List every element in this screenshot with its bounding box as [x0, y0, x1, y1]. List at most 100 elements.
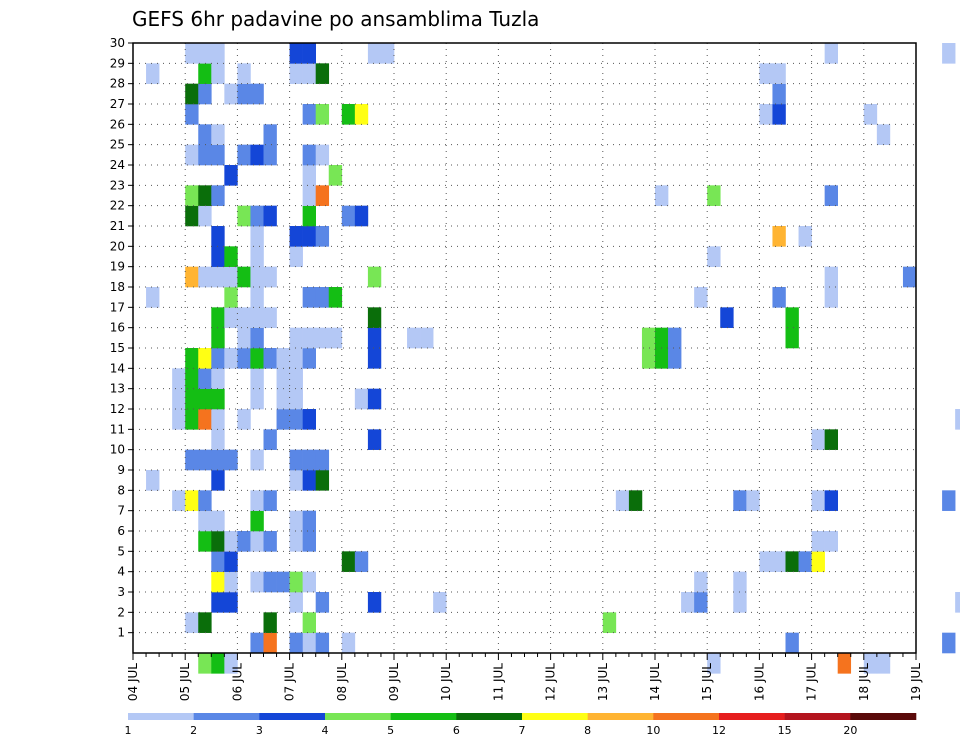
heatmap-cell	[276, 571, 290, 593]
heatmap-cell	[746, 490, 760, 511]
heatmap-cell	[198, 409, 212, 430]
y-tick-label: 20	[110, 239, 125, 253]
heatmap-cell	[146, 287, 160, 308]
heatmap-cell	[759, 551, 773, 572]
heatmap-cell	[785, 632, 799, 654]
x-tick-label: 19 JUL	[909, 663, 923, 701]
heatmap-cell	[211, 43, 225, 64]
heatmap-cell	[276, 348, 290, 369]
legend-swatch	[653, 713, 720, 720]
heatmap-cell	[198, 388, 212, 410]
heatmap-cell	[198, 185, 212, 206]
heatmap-cell	[224, 287, 238, 308]
heatmap-cell	[211, 551, 225, 572]
heatmap-cell	[211, 510, 225, 532]
y-tick-label: 22	[110, 199, 125, 213]
heatmap-cell	[172, 490, 186, 511]
legend-swatch	[522, 713, 588, 720]
y-tick-label: 26	[110, 117, 125, 131]
heatmap-cell	[302, 327, 316, 349]
heatmap-cell	[863, 653, 878, 674]
heatmap-cell	[237, 63, 251, 84]
y-tick-label: 17	[110, 300, 125, 314]
heatmap-cell	[668, 348, 682, 369]
heatmap-cell	[263, 531, 277, 552]
heatmap-cell	[354, 551, 369, 572]
heatmap-cell	[172, 368, 186, 389]
heatmap-cell	[302, 287, 316, 308]
heatmap-cell	[172, 388, 186, 410]
heatmap-cell	[302, 185, 316, 206]
heatmap-cell	[224, 592, 238, 613]
heatmap-cell	[315, 104, 330, 125]
y-tick-label: 13	[110, 382, 125, 396]
heatmap-cell	[315, 449, 330, 471]
heatmap-cell	[707, 246, 721, 267]
y-tick-label: 4	[117, 565, 125, 579]
heatmap-cell	[733, 571, 747, 593]
heatmap-cell	[146, 470, 160, 491]
y-tick-label: 9	[117, 463, 125, 477]
x-tick-label: 17 JUL	[805, 663, 819, 701]
y-tick-label: 21	[110, 219, 125, 233]
x-tick-label: 05 JUL	[178, 663, 192, 701]
heatmap-cell	[733, 490, 747, 511]
heatmap-cell	[811, 429, 825, 450]
heatmap-cell	[198, 144, 212, 166]
heatmap-cell	[250, 205, 264, 227]
heatmap-cell	[211, 144, 225, 166]
heatmap-cell	[250, 348, 264, 369]
y-tick-label: 16	[110, 321, 125, 335]
legend-label: 15	[778, 724, 792, 737]
legend-swatch	[259, 713, 326, 720]
legend-swatch	[719, 713, 785, 720]
x-tick-label: 07 JUL	[283, 663, 297, 701]
heatmap-cell	[328, 327, 343, 349]
heatmap-cell	[824, 185, 838, 206]
heatmap-cell	[263, 632, 277, 654]
heatmap-cell	[302, 449, 316, 471]
heatmap-cell	[250, 449, 264, 471]
heatmap-cell	[263, 612, 277, 633]
heatmap-cell	[367, 43, 382, 64]
heatmap-cell	[185, 83, 199, 105]
heatmap-cell	[367, 327, 382, 349]
legend-label: 6	[453, 724, 460, 737]
y-tick-label: 23	[110, 178, 125, 192]
heatmap-cell	[641, 327, 656, 349]
legend-label: 5	[387, 724, 394, 737]
heatmap-cell	[289, 43, 303, 64]
heatmap-cell	[315, 144, 330, 166]
heatmap-cell	[211, 592, 225, 613]
heatmap-cell	[720, 307, 734, 328]
heatmap-cell	[276, 368, 290, 389]
heatmap-cell	[211, 327, 225, 349]
heatmap-cell	[224, 653, 238, 674]
y-tick-label: 7	[117, 504, 125, 518]
heatmap-cell	[315, 63, 330, 84]
heatmap-cell	[289, 246, 303, 267]
heatmap-cell	[655, 348, 669, 369]
heatmap-cell	[824, 490, 838, 511]
legend-label: 2	[190, 724, 197, 737]
heatmap-cell	[224, 246, 238, 267]
legend-label: 4	[322, 724, 329, 737]
heatmap-cell	[237, 409, 251, 430]
heatmap-cell	[146, 63, 160, 84]
heatmap-cell	[250, 246, 264, 267]
heatmap-cell	[289, 327, 303, 349]
heatmap-cell	[302, 165, 316, 186]
heatmap-cell	[250, 510, 264, 532]
heatmap-cell	[237, 348, 251, 369]
heatmap-cell	[354, 205, 369, 227]
heatmap-cell	[250, 327, 264, 349]
heatmap-cell	[198, 653, 212, 674]
legend-label: 3	[256, 724, 263, 737]
heatmap-cell	[837, 653, 852, 674]
heatmap-cell	[211, 571, 225, 593]
heatmap-cell	[263, 429, 277, 450]
legend-swatch	[128, 713, 194, 720]
heatmap-cell	[289, 63, 303, 84]
heatmap-cell	[289, 348, 303, 369]
heatmap-cell	[681, 592, 695, 613]
